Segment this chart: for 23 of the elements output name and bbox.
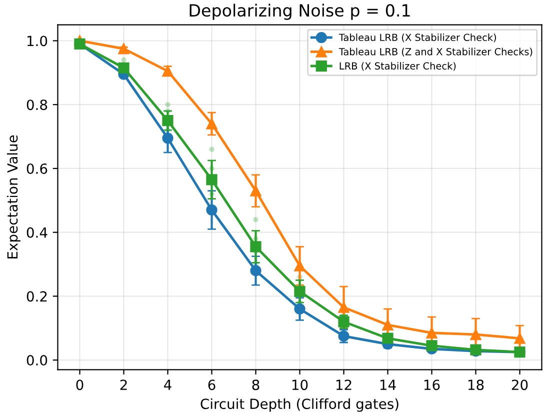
x-tick-label: 0 — [76, 380, 84, 390]
x-tick-label: 6 — [208, 380, 216, 390]
x-tick-label: 18 — [468, 380, 484, 390]
y-axis-title: Expectation Value — [6, 135, 20, 258]
y-tick-label: 0.0 — [26, 355, 48, 366]
x-tick-label: 10 — [292, 380, 308, 390]
legend-label: Tableau LRB (X Stabilizer Check) — [338, 34, 496, 42]
x-tick-label: 12 — [336, 380, 352, 390]
x-tick-label: 20 — [512, 380, 528, 390]
legend-label: LRB (X Stabilizer Check) — [340, 62, 456, 71]
y-tick-label: 0.6 — [26, 163, 48, 174]
x-axis-title: Circuit Depth (Clifford gates) — [200, 398, 398, 412]
y-tick-label: 0.4 — [26, 227, 48, 238]
chart-title: Depolarizing Noise p = 0.1 — [190, 4, 410, 20]
x-tick-label: 8 — [252, 380, 260, 390]
x-tick-label: 14 — [380, 380, 396, 390]
y-tick-label: 1.0 — [27, 36, 48, 46]
y-tick-label: 0.2 — [26, 291, 47, 302]
x-tick-label: 4 — [164, 380, 172, 390]
x-tick-label: 16 — [424, 380, 440, 390]
x-tick-label: 2 — [120, 380, 127, 390]
legend-label: Tableau LRB (Z and X Stabilizer Checks) — [338, 48, 532, 56]
y-tick-label: 0.8 — [26, 100, 48, 110]
